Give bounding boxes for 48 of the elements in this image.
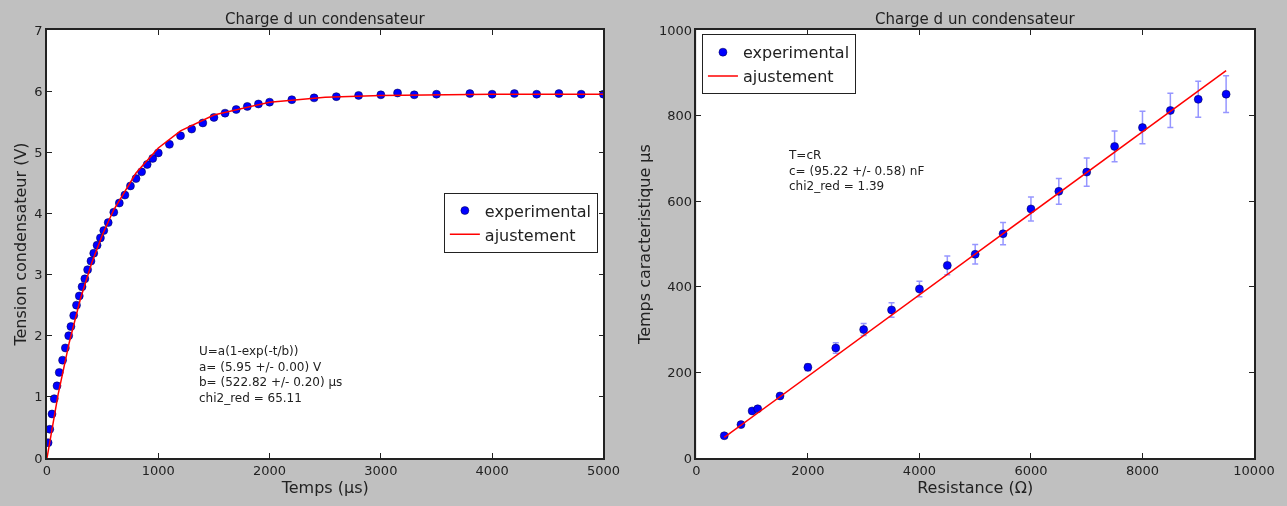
legend-label: experimental	[742, 43, 850, 63]
annotation: T=cR c= (95.22 +/- 0.58) nF chi2_red = 1.39	[788, 148, 925, 194]
point	[1138, 123, 1147, 132]
y-tick-label: 0	[683, 450, 693, 466]
point	[54, 368, 64, 377]
y-tick-label: 5	[34, 144, 43, 160]
legend-label: ajustement	[742, 67, 834, 87]
x-tick-label: 5000	[586, 463, 620, 479]
x-tick-label: 1000	[141, 463, 175, 479]
annotation: U=a(1-exp(-t/b)) a= (5.95 +/- 0.00) V b= (522.82 +/- 0.20) µs chi2_red = 65.11	[199, 344, 343, 405]
y-tick-label: 800	[667, 108, 693, 124]
y-tick-label: 3	[34, 267, 43, 283]
y-tick-label: 400	[667, 279, 693, 295]
point	[915, 284, 924, 294]
point	[1221, 89, 1231, 99]
y-tick-label: 4	[34, 205, 43, 221]
point	[1026, 204, 1036, 214]
point	[1110, 142, 1119, 151]
point	[137, 167, 146, 177]
point	[1193, 95, 1203, 104]
x-tick-label: 2000	[253, 463, 287, 479]
x-axis-title: Resistance (Ω)	[917, 478, 1034, 498]
x-tick-label: 4000	[475, 463, 509, 479]
point	[943, 261, 952, 270]
point	[187, 124, 196, 134]
x-tick-label: 8000	[1125, 463, 1160, 479]
y-tick-label: 1000	[658, 22, 693, 38]
x-tick-label: 4000	[902, 463, 936, 479]
x-tick-label: 6000	[1014, 463, 1048, 479]
legend-label: ajustement	[484, 225, 576, 245]
y-tick-label: 7	[34, 22, 43, 38]
y-axis-title: Temps caracteristique µs	[635, 144, 655, 345]
y-tick-label: 6	[34, 83, 43, 99]
x-tick-label: 2000	[791, 463, 825, 479]
y-tick-label: 1	[34, 389, 43, 405]
y-tick-label: 2	[34, 328, 43, 344]
x-axis-title: Temps (µs)	[280, 478, 369, 498]
x-tick-label: 3000	[364, 463, 398, 479]
point	[887, 305, 896, 315]
chart-title: Charge d un condensateur	[225, 10, 426, 28]
y-tick-label: 0	[34, 450, 43, 466]
y-tick-label: 200	[667, 364, 693, 380]
y-tick-label: 600	[667, 193, 693, 209]
x-tick-label: 10000	[1233, 463, 1275, 479]
legend-label: experimental	[484, 201, 592, 221]
chart-title: Charge d un condensateur	[875, 10, 1076, 28]
y-axis-title: Tension condensateur (V)	[10, 142, 30, 347]
point	[176, 131, 185, 141]
